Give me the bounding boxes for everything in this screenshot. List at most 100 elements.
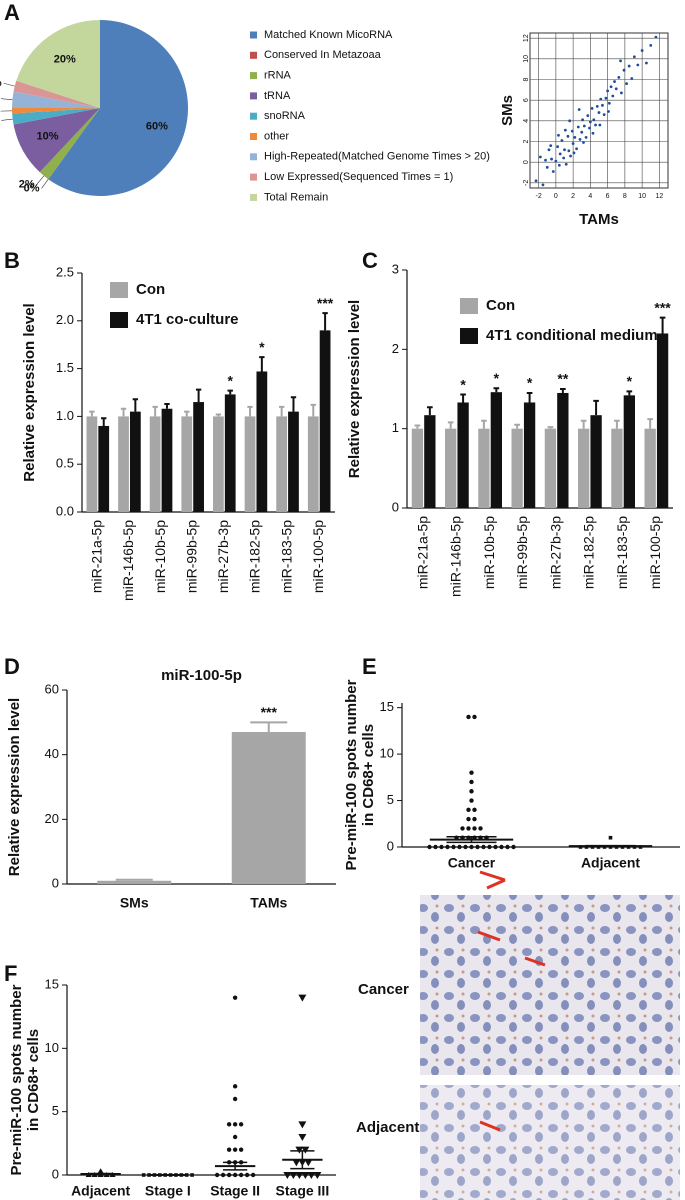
scatter-point	[544, 158, 547, 162]
legend-label: rRNA	[264, 70, 292, 82]
y-axis-label: Relative expression level	[346, 300, 363, 478]
y-tick-label: 2	[392, 341, 399, 356]
error-bar	[120, 407, 127, 417]
error-bar	[132, 398, 139, 412]
scatter-point	[554, 159, 558, 163]
bar	[611, 428, 623, 508]
error-bar	[322, 312, 328, 331]
scatter-point	[558, 152, 562, 156]
bar	[411, 428, 424, 508]
data-point	[460, 826, 465, 831]
leader-line	[0, 98, 13, 101]
y-tick-label: 1.0	[56, 408, 74, 423]
scatter-point	[595, 104, 599, 108]
leader-line	[3, 82, 15, 87]
y-axis-label: Pre-miR-100 spots number	[343, 679, 360, 870]
legend-swatch	[460, 298, 478, 314]
bar	[161, 408, 173, 512]
error-bar	[493, 387, 500, 393]
scatter-point	[575, 147, 578, 151]
data-point	[238, 1122, 244, 1127]
pie-label: 2%	[19, 179, 35, 191]
scatter-point	[620, 91, 623, 95]
data-point	[141, 1173, 146, 1177]
bar	[578, 428, 590, 508]
scatter-point	[556, 145, 559, 149]
legend-label: Matched Known MicoRNA	[264, 29, 393, 41]
scatter-point	[588, 126, 591, 130]
y-tick-label: 6	[523, 98, 530, 102]
scatter-point	[567, 149, 571, 153]
x-tick-label: Stage I	[145, 1183, 191, 1199]
y-tick-label: 0	[52, 1166, 59, 1181]
scatter-point	[557, 163, 561, 167]
y-axis-label: Relative expression level	[21, 303, 38, 481]
scatter-point	[568, 119, 572, 123]
scatter-point	[636, 63, 640, 67]
bar	[224, 394, 236, 512]
data-point	[472, 807, 477, 813]
bar	[213, 416, 224, 512]
error-bar	[593, 399, 599, 416]
legend-label: tRNA	[264, 90, 291, 102]
error-bar	[227, 389, 233, 395]
y-tick-label: 2	[523, 139, 530, 143]
micrograph-adjacent	[420, 1085, 680, 1200]
scatter-point	[622, 68, 626, 72]
panel-label: C	[362, 248, 378, 273]
scatter-point	[599, 97, 603, 101]
data-point	[250, 1172, 256, 1178]
scatter-point	[609, 85, 613, 89]
legend-swatch	[250, 193, 257, 201]
error-bar	[310, 403, 316, 417]
error-bar	[560, 388, 566, 393]
data-point	[472, 826, 477, 831]
error-bar	[626, 390, 633, 396]
error-bar	[290, 396, 297, 412]
legend-label: Conserved In Metazoaa	[264, 49, 382, 61]
pie-slice	[13, 108, 100, 173]
x-tick-label: 0	[554, 193, 558, 200]
legend-swatch	[250, 31, 257, 39]
data-point	[220, 1172, 226, 1178]
scatter-point	[547, 148, 551, 152]
y-axis-label: Pre-miR-100 spots number	[8, 984, 25, 1175]
data-point	[298, 994, 307, 1002]
y-tick-label: 3	[392, 261, 399, 276]
pie-slice	[39, 108, 100, 180]
bar	[523, 402, 536, 508]
y-tick-label: 40	[45, 746, 59, 761]
significance: *	[259, 339, 265, 355]
x-tick-label: Adjacent	[71, 1183, 130, 1199]
scatter-point	[570, 129, 574, 133]
y-axis-label: in CD68+ cells	[360, 724, 377, 826]
significance: **	[557, 371, 568, 387]
y-axis-label: SMs	[499, 95, 516, 126]
y-tick-label: 15	[380, 699, 394, 714]
error-bar	[526, 391, 533, 403]
bar	[276, 416, 288, 512]
x-tick-label: 6	[606, 193, 610, 200]
scatter-point	[627, 64, 631, 68]
x-tick-label: miR-99b-5p	[183, 520, 199, 593]
bar	[424, 415, 436, 508]
bar	[644, 428, 656, 508]
scatter-point	[607, 110, 610, 113]
scatter-point	[534, 179, 538, 183]
legend-label: 4T1 conditional medium	[486, 327, 658, 344]
scatter-point	[549, 144, 553, 148]
error-bar	[447, 421, 454, 429]
legend-swatch	[250, 112, 257, 120]
data-point	[214, 1172, 220, 1178]
legend-swatch	[250, 51, 257, 59]
legend-label: 4T1 co-culture	[136, 311, 239, 328]
significance: ***	[317, 295, 334, 311]
legend-label: Total Remain	[264, 191, 328, 203]
pie-label: 0%	[24, 182, 40, 194]
x-tick-label: Stage II	[210, 1183, 260, 1199]
x-tick-label: Cancer	[448, 855, 496, 871]
y-tick-label: 0.5	[56, 456, 74, 471]
micrograph-label: Adjacent	[356, 1119, 419, 1136]
bar	[256, 371, 268, 512]
